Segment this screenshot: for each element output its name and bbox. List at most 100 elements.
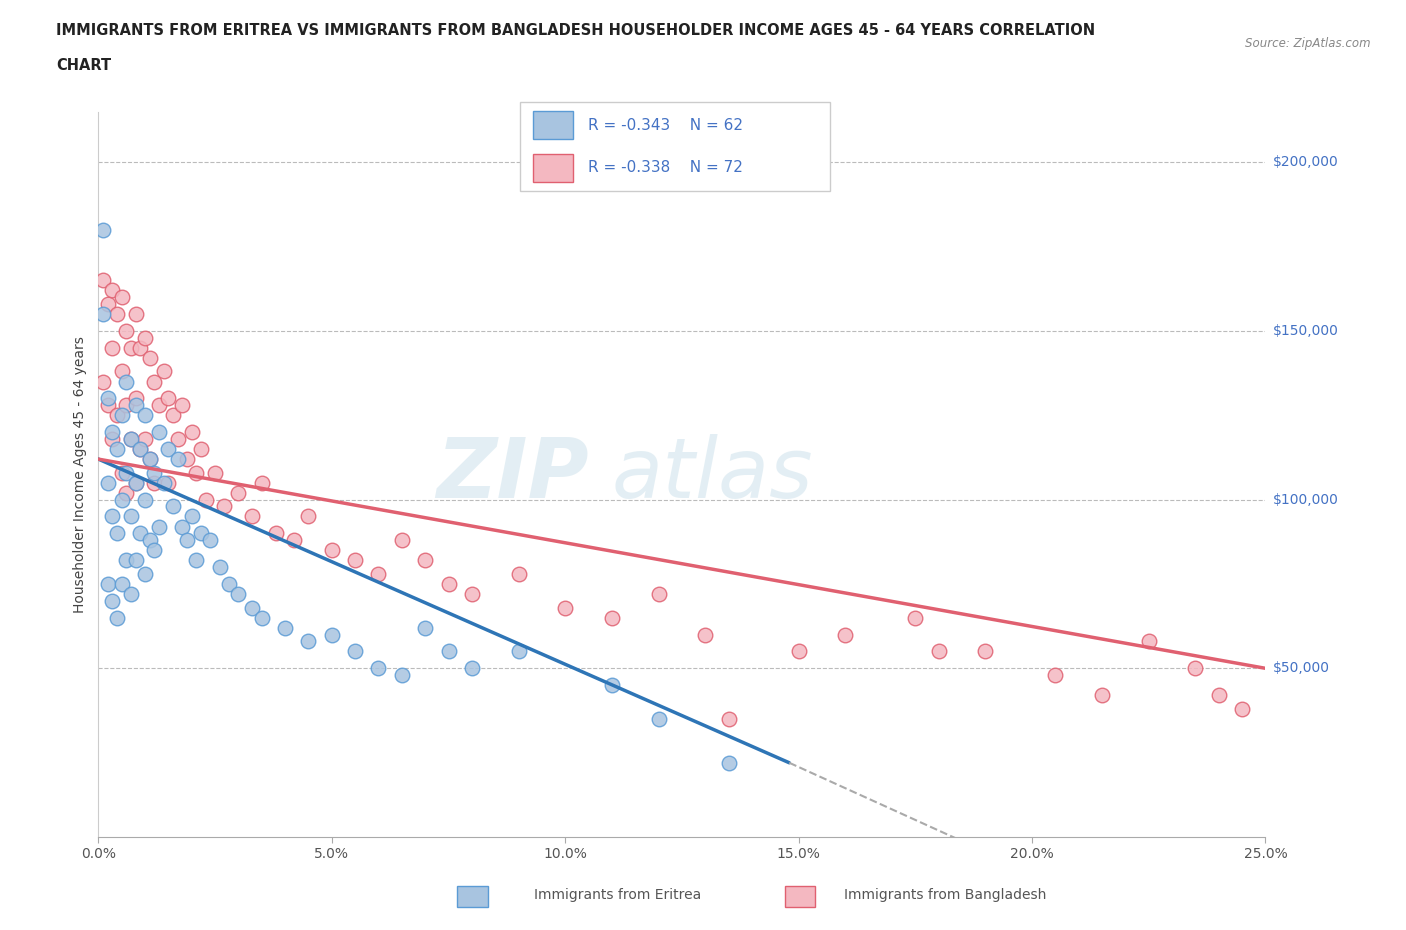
Point <box>139 351 162 365</box>
Point <box>250 475 273 490</box>
Point <box>139 452 162 467</box>
Point <box>157 442 180 457</box>
Point <box>134 566 156 581</box>
Point <box>162 498 184 513</box>
Point <box>125 391 148 405</box>
Point <box>101 340 124 355</box>
Point <box>437 577 460 591</box>
Point <box>129 525 152 540</box>
FancyBboxPatch shape <box>533 112 572 140</box>
Point <box>125 553 148 568</box>
Point <box>97 577 120 591</box>
Point <box>143 465 166 480</box>
Point <box>152 475 174 490</box>
Point <box>152 364 174 379</box>
Point <box>91 222 114 237</box>
Point <box>105 442 128 457</box>
Point <box>600 678 623 693</box>
Point <box>111 290 134 305</box>
Point <box>647 587 669 602</box>
Point <box>367 566 389 581</box>
Point <box>101 425 124 440</box>
Point <box>101 593 124 608</box>
Point <box>367 661 389 676</box>
Point <box>125 475 148 490</box>
Point <box>180 425 202 440</box>
Point <box>166 432 188 446</box>
Point <box>120 432 142 446</box>
Y-axis label: Householder Income Ages 45 - 64 years: Householder Income Ages 45 - 64 years <box>73 336 87 613</box>
Point <box>111 364 134 379</box>
Point <box>105 408 128 423</box>
Point <box>101 509 124 524</box>
Point <box>554 600 576 615</box>
Text: Immigrants from Eritrea: Immigrants from Eritrea <box>534 887 702 902</box>
Point <box>148 398 170 413</box>
Point <box>134 330 156 345</box>
Point <box>695 627 717 642</box>
Point <box>148 425 170 440</box>
Point <box>157 391 180 405</box>
Point <box>186 465 208 480</box>
Point <box>143 374 166 389</box>
Point <box>139 452 162 467</box>
Point <box>120 587 142 602</box>
Point <box>297 634 319 649</box>
Point <box>97 398 120 413</box>
Point <box>321 543 343 558</box>
FancyBboxPatch shape <box>520 102 830 191</box>
Point <box>461 661 484 676</box>
Point <box>200 533 222 548</box>
Point <box>105 610 128 625</box>
Point <box>111 465 134 480</box>
Text: R = -0.343    N = 62: R = -0.343 N = 62 <box>588 118 744 133</box>
Point <box>125 398 148 413</box>
Point <box>437 644 460 658</box>
Point <box>139 533 162 548</box>
Point <box>129 340 152 355</box>
Point <box>242 600 264 615</box>
Text: $50,000: $50,000 <box>1272 661 1330 675</box>
Point <box>647 711 669 726</box>
Point <box>125 307 148 322</box>
Point <box>134 432 156 446</box>
Point <box>717 711 740 726</box>
Point <box>166 452 188 467</box>
Point <box>508 566 530 581</box>
Point <box>105 525 128 540</box>
Point <box>105 307 128 322</box>
Point <box>162 408 184 423</box>
Point <box>264 525 287 540</box>
Point <box>176 533 198 548</box>
Point <box>1045 668 1067 683</box>
Point <box>1137 634 1160 649</box>
Point <box>97 297 120 312</box>
Point <box>834 627 856 642</box>
Point <box>1230 701 1253 716</box>
Point <box>204 465 226 480</box>
Point <box>120 432 142 446</box>
Point <box>904 610 927 625</box>
Point <box>1208 688 1230 703</box>
Point <box>91 374 114 389</box>
Point <box>120 509 142 524</box>
Point <box>974 644 997 658</box>
Point <box>115 485 138 500</box>
Point <box>101 283 124 298</box>
Point <box>344 553 367 568</box>
Point <box>143 543 166 558</box>
Text: ZIP: ZIP <box>436 433 589 515</box>
Point <box>214 498 236 513</box>
Point <box>180 509 202 524</box>
Point <box>115 324 138 339</box>
Point <box>129 442 152 457</box>
Point <box>194 492 217 507</box>
Point <box>111 492 134 507</box>
Point <box>228 485 250 500</box>
Point <box>115 553 138 568</box>
Point <box>242 509 264 524</box>
Point <box>928 644 950 658</box>
Text: $150,000: $150,000 <box>1272 324 1339 338</box>
Point <box>97 391 120 405</box>
Text: atlas: atlas <box>612 433 814 515</box>
